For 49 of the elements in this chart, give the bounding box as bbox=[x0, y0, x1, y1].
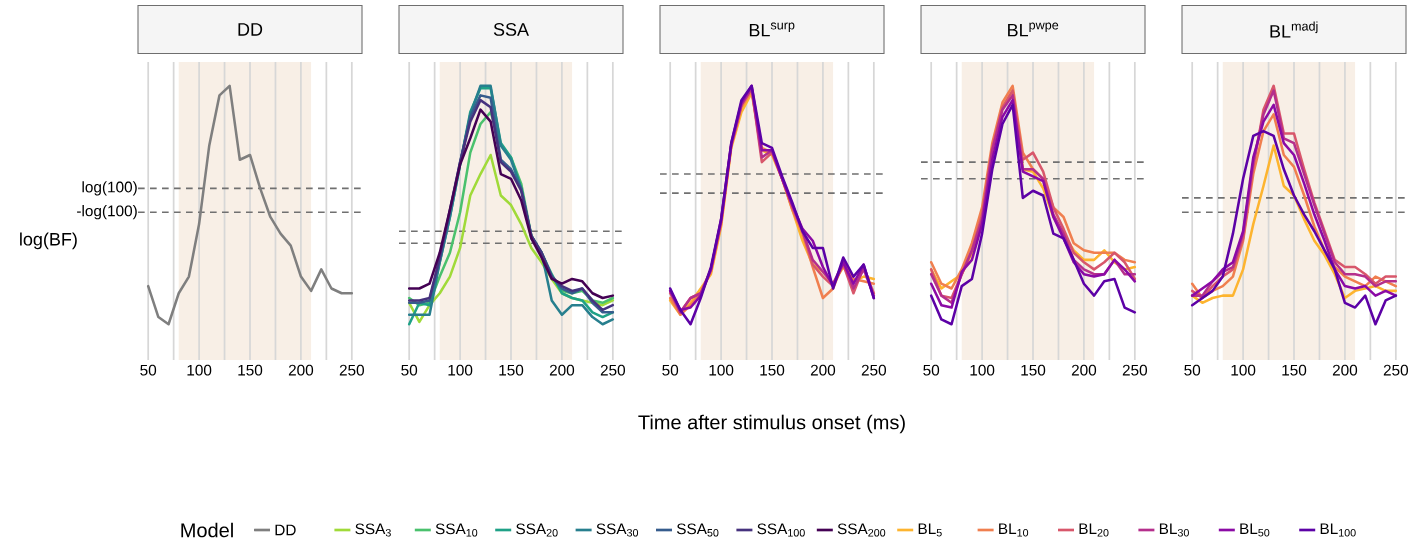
x-tick-label: 50 bbox=[662, 364, 679, 376]
x-tick-label: 200 bbox=[549, 364, 575, 376]
x-tick-label: 100 bbox=[709, 364, 734, 376]
x-axis-title: Time after stimulus onset (ms) bbox=[638, 414, 905, 434]
legend-label: SSA$_{10}$ bbox=[435, 523, 478, 537]
legend-label: BL$_{10}$ bbox=[999, 523, 1029, 537]
chart-title: BL$^{pwpe}$ bbox=[1008, 22, 1059, 37]
legend-label: DD bbox=[275, 524, 296, 536]
x-tick-label: 50 bbox=[401, 364, 418, 376]
x-tick-label: 100 bbox=[448, 364, 473, 376]
legend-label: BL$_{20}$ bbox=[1079, 523, 1109, 537]
chart-title: BL$^{madj}$ bbox=[1270, 21, 1318, 38]
x-tick-label: 150 bbox=[1021, 364, 1046, 376]
legend-label: SSA$_{30}$ bbox=[596, 523, 639, 537]
x-tick-label: 50 bbox=[1184, 364, 1201, 376]
x-tick-label: 150 bbox=[499, 364, 524, 376]
legend-title: Model bbox=[181, 522, 233, 538]
x-tick-label: 100 bbox=[1231, 364, 1256, 376]
x-tick-label: 250 bbox=[861, 364, 887, 376]
x-tick-label: 100 bbox=[970, 364, 995, 376]
x-tick-label: 250 bbox=[600, 364, 626, 376]
x-tick-label: 250 bbox=[339, 364, 365, 376]
chart-title: SSA bbox=[493, 23, 529, 36]
x-tick-label: 100 bbox=[187, 364, 212, 376]
x-tick-label: 150 bbox=[760, 364, 785, 376]
y-axis-title: log(BF) bbox=[20, 232, 77, 250]
chart-title: DD bbox=[238, 23, 263, 36]
legend-label: BL$_{5}$ bbox=[918, 523, 942, 537]
legend-label: SSA$_{3}$ bbox=[355, 523, 391, 537]
chart-title: BL$^{surp}$ bbox=[749, 22, 795, 37]
x-tick-label: 200 bbox=[810, 364, 836, 376]
ref-line-label: log(100) bbox=[82, 181, 137, 196]
legend-label: SSA$_{50}$ bbox=[676, 523, 719, 537]
x-tick-label: 150 bbox=[1282, 364, 1307, 376]
x-tick-label: 150 bbox=[238, 364, 263, 376]
x-tick-label: 200 bbox=[1071, 364, 1097, 376]
ref-line-label: -log(100) bbox=[77, 205, 137, 220]
legend-label: SSA$_{200}$ bbox=[837, 523, 886, 537]
x-tick-label: 200 bbox=[1332, 364, 1358, 376]
x-tick-label: 50 bbox=[140, 364, 157, 376]
legend-label: SSA$_{100}$ bbox=[757, 523, 805, 537]
x-tick-label: 250 bbox=[1383, 364, 1409, 376]
x-tick-label: 250 bbox=[1122, 364, 1148, 376]
legend-label: SSA$_{20}$ bbox=[516, 523, 558, 537]
legend-label: BL$_{30}$ bbox=[1159, 523, 1189, 537]
x-tick-label: 200 bbox=[288, 364, 314, 376]
legend-label: BL$_{50}$ bbox=[1240, 523, 1270, 537]
x-tick-label: 50 bbox=[923, 364, 940, 376]
legend-label: BL$_{100}$ bbox=[1320, 523, 1356, 537]
